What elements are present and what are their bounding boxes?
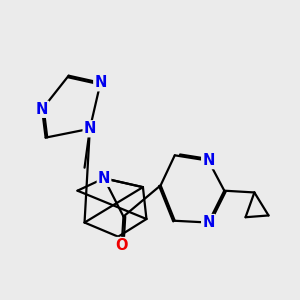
Text: O: O	[116, 238, 128, 253]
Text: N: N	[202, 215, 214, 230]
Text: N: N	[84, 121, 96, 136]
Text: N: N	[94, 75, 107, 90]
Text: N: N	[36, 102, 48, 117]
Text: N: N	[202, 153, 214, 168]
Text: N: N	[98, 171, 110, 186]
